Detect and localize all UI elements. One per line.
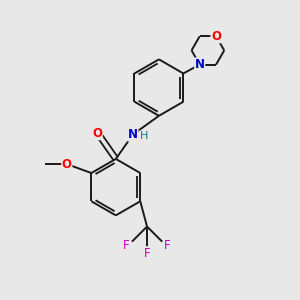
Text: O: O <box>211 30 221 43</box>
Text: F: F <box>144 247 150 260</box>
Text: O: O <box>92 127 102 140</box>
Text: H: H <box>140 131 148 141</box>
Text: F: F <box>164 239 171 252</box>
Text: N: N <box>128 128 138 141</box>
Text: N: N <box>195 58 205 71</box>
Text: O: O <box>62 158 72 171</box>
Text: F: F <box>123 239 130 252</box>
